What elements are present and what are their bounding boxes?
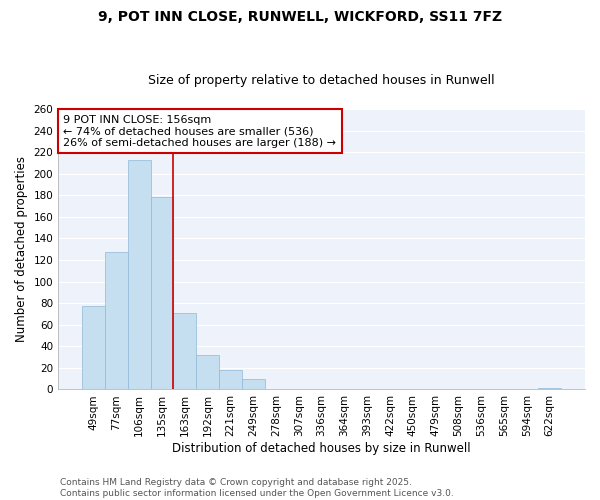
Bar bbox=[151, 198, 173, 390]
Bar bbox=[173, 313, 196, 390]
X-axis label: Distribution of detached houses by size in Runwell: Distribution of detached houses by size … bbox=[172, 442, 471, 455]
Text: 9, POT INN CLOSE, RUNWELL, WICKFORD, SS11 7FZ: 9, POT INN CLOSE, RUNWELL, WICKFORD, SS1… bbox=[98, 10, 502, 24]
Bar bbox=[105, 252, 128, 390]
Y-axis label: Number of detached properties: Number of detached properties bbox=[15, 156, 28, 342]
Bar bbox=[219, 370, 242, 390]
Bar bbox=[82, 306, 105, 390]
Text: Contains HM Land Registry data © Crown copyright and database right 2025.
Contai: Contains HM Land Registry data © Crown c… bbox=[60, 478, 454, 498]
Bar bbox=[128, 160, 151, 390]
Bar bbox=[538, 388, 561, 390]
Bar bbox=[196, 355, 219, 390]
Bar bbox=[242, 378, 265, 390]
Text: 9 POT INN CLOSE: 156sqm
← 74% of detached houses are smaller (536)
26% of semi-d: 9 POT INN CLOSE: 156sqm ← 74% of detache… bbox=[64, 114, 337, 148]
Title: Size of property relative to detached houses in Runwell: Size of property relative to detached ho… bbox=[148, 74, 495, 87]
